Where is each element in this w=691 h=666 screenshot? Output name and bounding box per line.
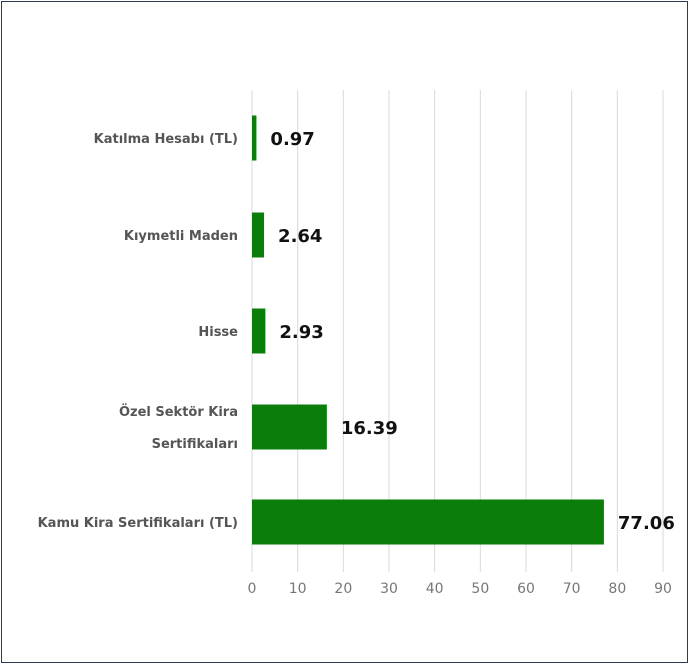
x-tick-label-50: 50 <box>471 581 489 597</box>
bar-3 <box>252 404 327 450</box>
x-tick-label-80: 80 <box>608 581 626 597</box>
category-label-3-line-0: Özel Sektör Kira <box>119 404 238 420</box>
x-tick-label-30: 30 <box>380 581 398 597</box>
bar-0 <box>252 115 257 161</box>
x-tick-label-60: 60 <box>517 581 535 597</box>
value-label-0: 0.97 <box>270 129 314 150</box>
value-label-3: 16.39 <box>341 418 398 439</box>
category-label-0: Katılma Hesabı (TL) <box>94 132 238 147</box>
x-tick-label-90: 90 <box>654 581 672 597</box>
x-tick-label-10: 10 <box>289 581 307 597</box>
x-tick-label-70: 70 <box>563 581 581 597</box>
value-label-1: 2.64 <box>278 226 322 247</box>
value-label-4: 77.06 <box>618 513 675 534</box>
bar-1 <box>252 212 265 258</box>
value-label-2: 2.93 <box>279 322 323 343</box>
category-label-3-line-1: Sertifikaları <box>152 437 238 452</box>
x-tick-label-40: 40 <box>426 581 444 597</box>
x-tick-label-20: 20 <box>334 581 352 597</box>
category-label-4: Kamu Kira Sertifikaları (TL) <box>38 516 238 531</box>
category-label-2: Hisse <box>198 325 238 340</box>
bar-4 <box>252 499 604 545</box>
bar-2 <box>252 308 266 354</box>
x-tick-label-0: 0 <box>248 581 257 597</box>
category-label-1: Kıymetli Maden <box>124 229 238 244</box>
